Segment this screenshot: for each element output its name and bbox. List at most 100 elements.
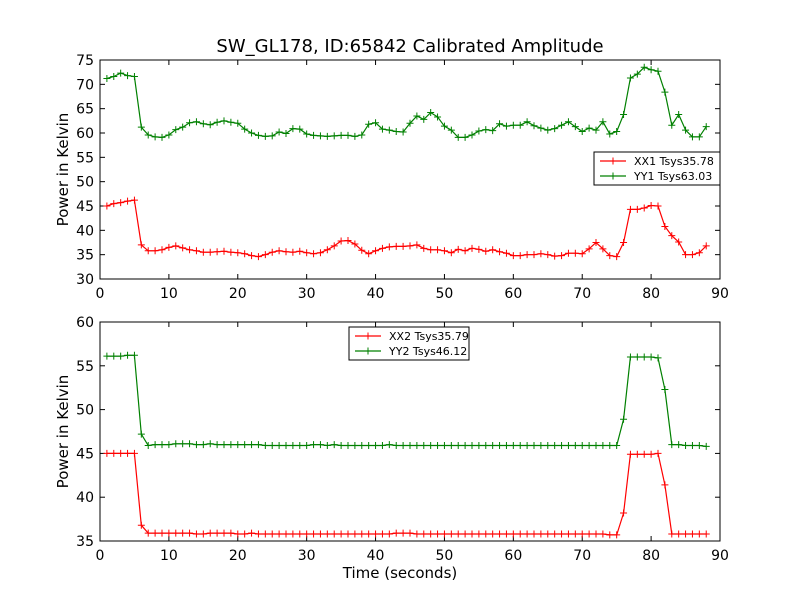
data-point [241,530,249,538]
data-point [468,131,476,139]
data-point [124,72,132,80]
data-point [316,132,324,140]
data-point [434,442,442,450]
data-point [571,123,579,131]
data-point [213,441,221,449]
y-tick-label: 40 [76,490,94,506]
data-point [323,442,331,450]
data-point [254,253,262,261]
data-point [241,125,249,133]
legend-box [593,151,721,186]
x-tick-label: 50 [436,286,454,302]
y-tick-label: 55 [76,359,94,375]
data-point [186,440,194,448]
data-point [571,249,579,257]
data-point [103,352,111,360]
data-point [323,530,331,538]
data-point [296,530,304,538]
data-point [110,352,118,360]
data-point [337,131,345,139]
data-point [227,248,235,256]
data-point [613,442,621,450]
data-point [199,248,207,256]
data-point [179,123,187,131]
data-point [489,246,497,254]
y-tick-label: 65 [76,102,94,118]
data-point [468,244,476,252]
legend-2: XX2 Tsys35.79 YY2 Tsys46.12 [348,326,470,361]
data-point [275,247,283,255]
data-point [509,252,517,260]
data-point [668,530,676,538]
data-point [434,113,442,121]
data-point [234,119,242,127]
data-point [406,242,414,250]
data-point [551,530,559,538]
x-tick-label: 80 [642,286,660,302]
data-point [647,202,655,210]
data-point [606,130,614,138]
data-point [475,530,483,538]
data-point [399,529,407,537]
data-point [241,441,249,449]
data-point [661,481,669,489]
data-point [330,242,338,250]
data-point [337,530,345,538]
data-point [633,205,641,213]
data-point [378,125,386,133]
data-point [592,442,600,450]
data-point [268,248,276,256]
data-point [137,521,145,529]
data-point [406,442,414,450]
y-tick-label: 75 [76,53,94,69]
data-point [192,530,200,538]
data-point [475,442,483,450]
data-point [248,529,256,537]
data-point [558,252,566,260]
data-point [289,530,297,538]
data-point [564,442,572,450]
data-point [447,249,455,257]
legend-label: XX1 Tsys35.78 [634,155,714,168]
data-point [199,441,207,449]
data-point [234,530,242,538]
data-point [461,530,469,538]
data-point [585,530,593,538]
data-point [695,133,703,141]
data-point [551,125,559,133]
data-point [585,245,593,253]
data-point [275,530,283,538]
data-point [564,249,572,257]
data-point [227,118,235,126]
data-point [282,530,290,538]
data-point [248,129,256,137]
data-point [186,246,194,254]
data-point [571,442,579,450]
data-point [372,119,380,127]
data-point [372,442,380,450]
data-point [316,530,324,538]
data-point [117,352,125,360]
x-tick-label: 10 [160,548,178,564]
data-point [502,122,510,130]
x-tick-label: 20 [229,286,247,302]
data-point [509,530,517,538]
data-point [351,240,359,248]
subplot-1: 0 10 20 30 40 50 60 70 80 90 30 35 40 45 50 55 60 65 70 75 P… [54,53,729,302]
data-point [330,530,338,538]
data-point [117,449,125,457]
data-point [544,126,552,134]
data-point [523,251,531,259]
data-point [192,118,200,126]
data-point [151,133,159,141]
data-point [303,249,311,257]
data-point [620,239,628,246]
data-point [199,120,207,128]
y-tick-label: 50 [76,403,94,419]
data-point [289,442,297,450]
data-point [206,248,214,256]
data-point [502,442,510,450]
data-point [592,126,600,134]
data-point [702,442,710,450]
data-point [158,441,166,449]
